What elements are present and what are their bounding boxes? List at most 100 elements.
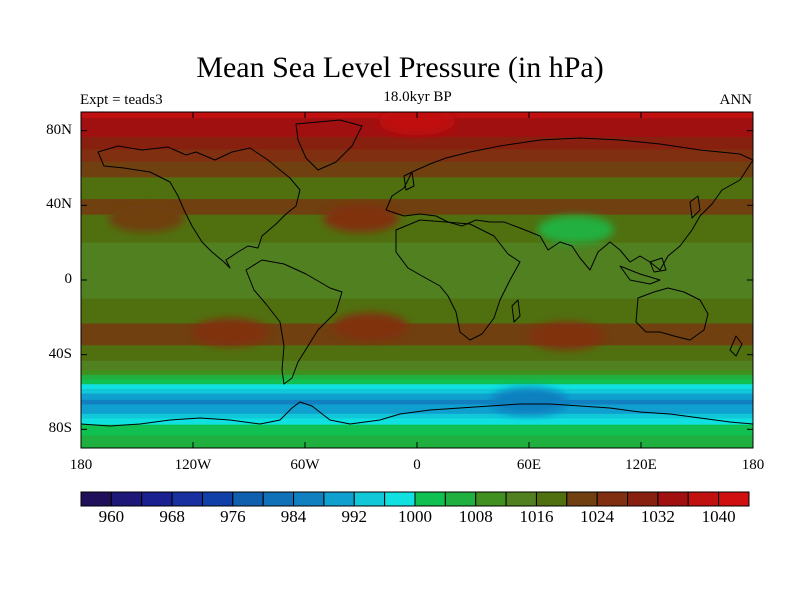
- zonal-band: [81, 336, 753, 340]
- colorbar-swatch: [535, 491, 568, 507]
- zonal-band: [81, 133, 753, 138]
- zonal-band: [81, 376, 753, 379]
- colorbar-swatch: [171, 491, 203, 507]
- zonal-band: [81, 393, 753, 396]
- map-title: Mean Sea Level Pressure (in hPa): [196, 51, 604, 84]
- zonal-band: [81, 348, 753, 353]
- zonal-band: [81, 395, 753, 398]
- zonal-band: [81, 304, 753, 309]
- zonal-band: [81, 220, 753, 225]
- zonal-band: [81, 390, 753, 393]
- zonal-band: [81, 374, 753, 378]
- zonal-band: [81, 264, 753, 269]
- y-tick-label: 0: [64, 271, 73, 287]
- colorbar-label: 984: [280, 507, 307, 526]
- zonal-band: [81, 171, 753, 175]
- zonal-band: [81, 401, 753, 404]
- zonal-band: [81, 413, 753, 416]
- zonal-band: [81, 384, 753, 387]
- coastline-antarctica: [81, 401, 753, 427]
- colorbar-label: 992: [341, 507, 368, 526]
- colorbar-label: 1008: [458, 507, 493, 526]
- experiment-label: Expt = teads3: [80, 92, 163, 108]
- colorbar-swatch: [80, 491, 112, 507]
- period-label: 18.0kyr BP: [383, 89, 452, 105]
- zonal-band: [81, 407, 753, 410]
- zonal-band: [81, 332, 753, 337]
- coastline-indonesia: [619, 265, 661, 285]
- colorbar-swatch: [444, 491, 477, 507]
- zonal-band: [81, 280, 753, 284]
- zonal-band: [81, 317, 753, 322]
- colorbar-swatch: [262, 491, 295, 507]
- zonal-band: [81, 351, 753, 356]
- zonal-band: [81, 270, 753, 275]
- zonal-band: [81, 236, 753, 241]
- zonal-band: [81, 409, 753, 412]
- zonal-band: [81, 367, 753, 371]
- colorbar-swatch: [505, 491, 537, 507]
- x-tick-label: 60E: [516, 457, 542, 473]
- zonal-band: [81, 435, 753, 440]
- axis-ticks: [80, 112, 754, 448]
- zonal-band: [81, 152, 753, 157]
- zonal-band: [81, 314, 753, 318]
- zonal-band: [81, 357, 753, 362]
- zonal-band: [81, 273, 753, 278]
- colorbar-label: 1024: [580, 507, 615, 526]
- colorbar-label: 1016: [519, 507, 554, 526]
- colorbar-swatch: [566, 491, 598, 507]
- zonal-band: [81, 438, 753, 443]
- x-tick-label: 180: [69, 457, 93, 473]
- zonal-band: [81, 196, 753, 200]
- zonal-band: [81, 360, 753, 365]
- colorbar-label: 1032: [640, 507, 675, 526]
- pressure-cell: [332, 312, 409, 341]
- pressure-cell: [108, 204, 185, 233]
- zonal-band: [81, 381, 753, 384]
- coastline-north-america: [97, 145, 301, 269]
- coastline-africa: [395, 219, 521, 341]
- pressure-cell: [192, 318, 269, 347]
- zonal-band: [81, 227, 753, 231]
- zonal-band: [81, 382, 753, 385]
- y-tick-label: 40S: [48, 345, 72, 362]
- zonal-band: [81, 345, 753, 350]
- y-tick-label: 80N: [46, 121, 72, 138]
- zonal-band: [81, 378, 753, 381]
- zonal-band: [81, 230, 753, 234]
- coastline-british-isles: [403, 171, 415, 191]
- zonal-band: [81, 404, 753, 407]
- coastline-australia: [635, 287, 709, 341]
- colorbar-swatch: [596, 491, 629, 507]
- colorbar-swatch: [657, 491, 689, 507]
- colorbar-swatch: [384, 491, 416, 507]
- colorbar-label: 976: [220, 507, 246, 526]
- zonal-band: [81, 217, 753, 222]
- x-tick-label: 0: [413, 457, 421, 473]
- x-tick-label: 180: [741, 457, 765, 473]
- zonal-band: [81, 373, 753, 376]
- coastline-south-america: [245, 259, 343, 385]
- zonal-band: [81, 354, 753, 359]
- coastline-madagascar: [511, 299, 521, 323]
- zonal-band: [81, 311, 753, 315]
- zonal-band: [81, 421, 753, 424]
- zonal-band: [81, 427, 753, 430]
- colorbar-swatch: [475, 491, 507, 507]
- zonal-band: [81, 233, 753, 238]
- coastlines: [81, 119, 753, 427]
- zonal-band: [81, 418, 753, 421]
- zonal-band: [81, 245, 753, 250]
- zonal-band: [81, 423, 753, 426]
- zonal-band: [81, 388, 753, 392]
- zonal-band: [81, 320, 753, 325]
- zonal-band: [81, 301, 753, 306]
- coastline-new-zealand: [729, 335, 743, 357]
- zonal-band: [81, 155, 753, 160]
- zonal-band: [81, 192, 753, 197]
- zonal-band: [81, 295, 753, 300]
- zonal-band: [81, 289, 753, 294]
- zonal-band: [81, 392, 753, 395]
